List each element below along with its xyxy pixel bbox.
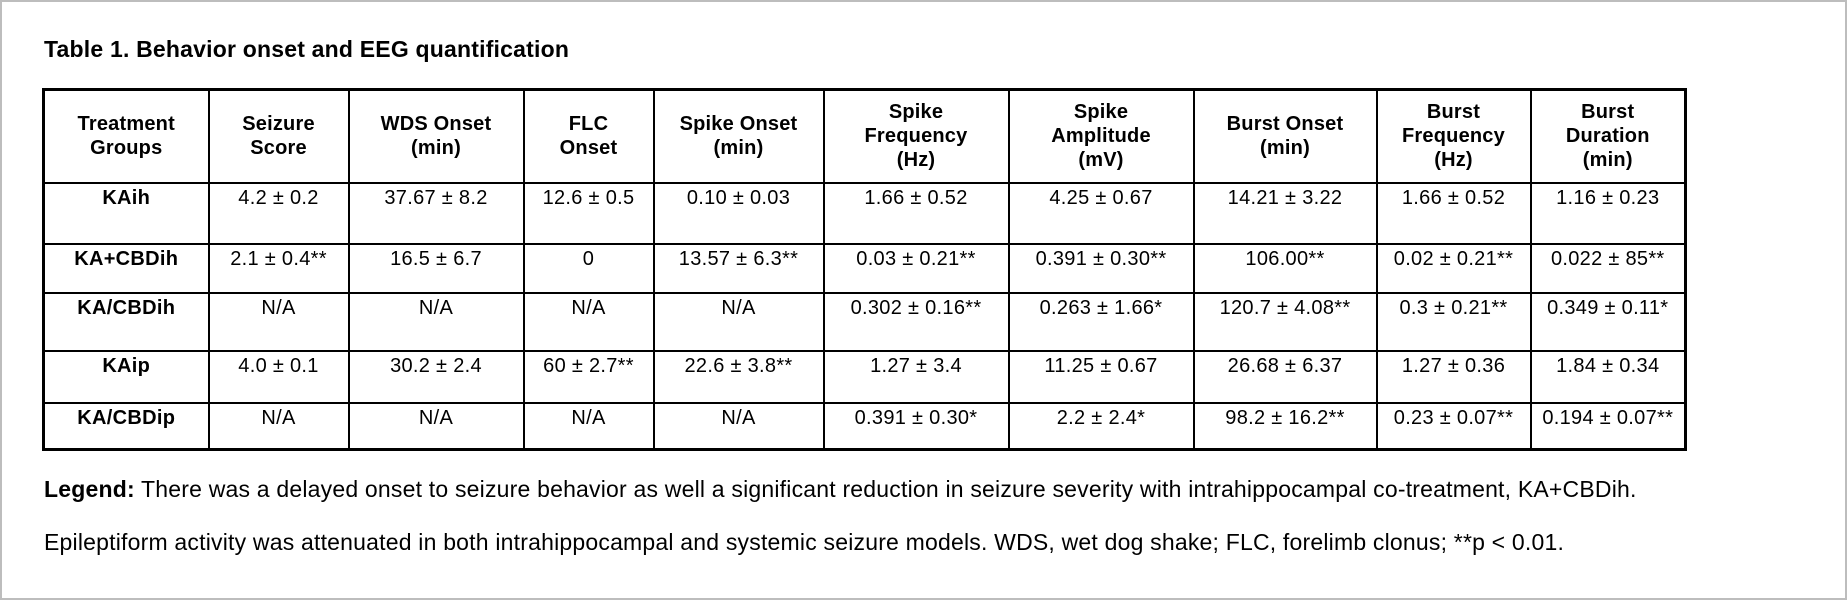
- value-cell: 0.391 ± 0.30*: [822, 401, 1010, 451]
- value-cell: 0.3 ± 0.21**: [1375, 291, 1532, 352]
- value-cell: 13.57 ± 6.3**: [652, 242, 825, 294]
- value-cell: 16.5 ± 6.7: [347, 242, 525, 294]
- value-cell: 98.2 ± 16.2**: [1192, 401, 1378, 451]
- table-row: KAip 4.0 ± 0.1 30.2 ± 2.4 60 ± 2.7** 22.6 ± …: [42, 349, 1687, 404]
- value-cell: N/A: [207, 291, 350, 352]
- value-cell: 1.27 ± 3.4: [822, 349, 1010, 404]
- legend-line-2: Epileptiform activity was attenuated in …: [44, 529, 1565, 555]
- column-header: Treatment Groups: [42, 88, 210, 184]
- value-cell: 1.66 ± 0.52: [1375, 181, 1532, 245]
- value-cell: 120.7 ± 4.08**: [1192, 291, 1378, 352]
- value-cell: 0.194 ± 0.07**: [1529, 401, 1687, 451]
- value-cell: 1.16 ± 0.23: [1529, 181, 1687, 245]
- value-cell: 11.25 ± 0.67: [1007, 349, 1195, 404]
- table-row: KAih 4.2 ± 0.2 37.67 ± 8.2 12.6 ± 0.5 0.10 ±…: [42, 181, 1687, 245]
- value-cell: 2.1 ± 0.4**: [207, 242, 350, 294]
- value-cell: 0.23 ± 0.07**: [1375, 401, 1532, 451]
- value-cell: 0.02 ± 0.21**: [1375, 242, 1532, 294]
- table-row: KA/CBDih N/A N/A N/A N/A 0.302 ± 0.16** 0.263 …: [42, 291, 1687, 352]
- value-cell: N/A: [347, 291, 525, 352]
- treatment-group-cell: KAih: [42, 181, 210, 245]
- treatment-group-cell: KA/CBDih: [42, 291, 210, 352]
- column-header: Spike Amplitude (mV): [1007, 88, 1195, 184]
- value-cell: 30.2 ± 2.4: [347, 349, 525, 404]
- column-header: Seizure Score: [207, 88, 350, 184]
- value-cell: 0.10 ± 0.03: [652, 181, 825, 245]
- value-cell: 0.263 ± 1.66*: [1007, 291, 1195, 352]
- table-body: KAih 4.2 ± 0.2 37.67 ± 8.2 12.6 ± 0.5 0.10 ±…: [42, 181, 1687, 451]
- column-header: Spike Onset (min): [652, 88, 825, 184]
- table-title: Table 1. Behavior onset and EEG quantifi…: [44, 36, 570, 62]
- value-cell: 1.27 ± 0.36: [1375, 349, 1532, 404]
- column-header: Burst Frequency (Hz): [1375, 88, 1532, 184]
- value-cell: 4.2 ± 0.2: [207, 181, 350, 245]
- value-cell: N/A: [207, 401, 350, 451]
- value-cell: 0: [522, 242, 655, 294]
- value-cell: N/A: [522, 401, 655, 451]
- value-cell: 12.6 ± 0.5: [522, 181, 655, 245]
- value-cell: N/A: [522, 291, 655, 352]
- value-cell: N/A: [652, 291, 825, 352]
- value-cell: 0.302 ± 0.16**: [822, 291, 1010, 352]
- behavior-eeg-table: Treatment Groups Seizure Score WDS Onset (…: [42, 88, 1687, 451]
- column-header: Spike Frequency (Hz): [822, 88, 1010, 184]
- table-row: KA/CBDip N/A N/A N/A N/A 0.391 ± 0.30* 2.2 ± 2…: [42, 401, 1687, 451]
- value-cell: N/A: [652, 401, 825, 451]
- column-header: Burst Onset (min): [1192, 88, 1378, 184]
- value-cell: 1.66 ± 0.52: [822, 181, 1010, 245]
- treatment-group-cell: KAip: [42, 349, 210, 404]
- value-cell: 0.022 ± 85**: [1529, 242, 1687, 294]
- treatment-group-cell: KA/CBDip: [42, 401, 210, 451]
- value-cell: 4.0 ± 0.1: [207, 349, 350, 404]
- value-cell: 60 ± 2.7**: [522, 349, 655, 404]
- header-row: Treatment Groups Seizure Score WDS Onset (…: [42, 88, 1687, 184]
- value-cell: 37.67 ± 8.2: [347, 181, 525, 245]
- value-cell: 22.6 ± 3.8**: [652, 349, 825, 404]
- column-header: WDS Onset (min): [347, 88, 525, 184]
- value-cell: 26.68 ± 6.37: [1192, 349, 1378, 404]
- value-cell: 4.25 ± 0.67: [1007, 181, 1195, 245]
- table-header: Treatment Groups Seizure Score WDS Onset (…: [42, 88, 1687, 184]
- legend-label: Legend:: [44, 476, 135, 502]
- value-cell: 0.391 ± 0.30**: [1007, 242, 1195, 294]
- value-cell: 2.2 ± 2.4*: [1007, 401, 1195, 451]
- value-cell: 106.00**: [1192, 242, 1378, 294]
- value-cell: 14.21 ± 3.22: [1192, 181, 1378, 245]
- value-cell: 1.84 ± 0.34: [1529, 349, 1687, 404]
- table-row: KA+CBDih 2.1 ± 0.4** 16.5 ± 6.7 0 13.57 ± 6.…: [42, 242, 1687, 294]
- value-cell: 0.349 ± 0.11*: [1529, 291, 1687, 352]
- treatment-group-cell: KA+CBDih: [42, 242, 210, 294]
- legend-line-1: Legend: There was a delayed onset to sei…: [44, 476, 1637, 503]
- value-cell: 0.03 ± 0.21**: [822, 242, 1010, 294]
- column-header: Burst Duration (min): [1529, 88, 1687, 184]
- column-header: FLC Onset: [522, 88, 655, 184]
- legend-text-1: There was a delayed onset to seizure beh…: [134, 476, 1637, 502]
- value-cell: N/A: [347, 401, 525, 451]
